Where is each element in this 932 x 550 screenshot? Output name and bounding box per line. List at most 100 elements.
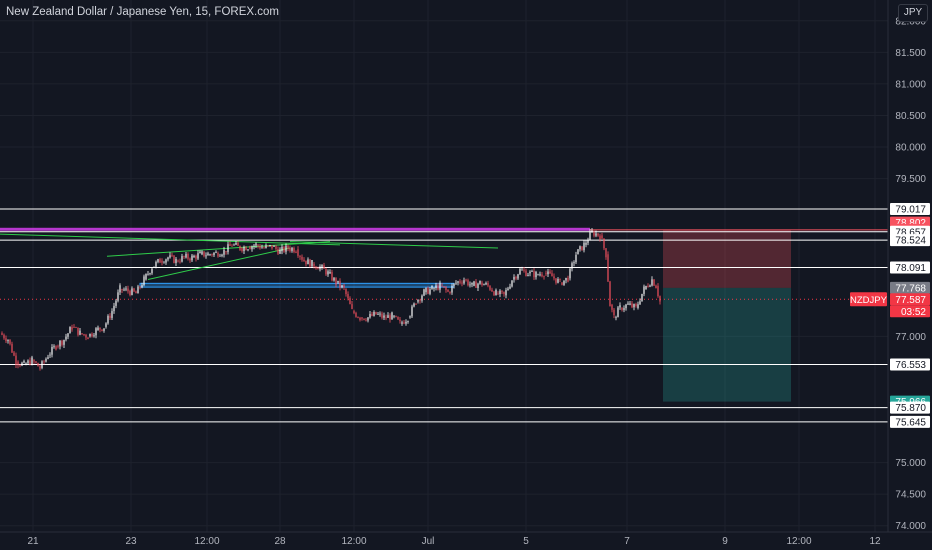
candle-body: [633, 304, 635, 308]
candle-body: [37, 362, 39, 367]
candle-body: [397, 316, 399, 320]
level-label: 77.768: [895, 283, 926, 294]
candle-body: [291, 247, 293, 251]
candle-body: [559, 279, 561, 280]
candle-body: [373, 311, 375, 316]
candle-body: [375, 311, 377, 315]
candle-body: [311, 259, 313, 267]
candle-body: [619, 305, 621, 308]
candle-body: [537, 274, 539, 276]
candle-body: [339, 280, 341, 288]
candle-body: [101, 329, 103, 331]
level-label: 78.091: [895, 263, 926, 274]
candle-body: [477, 283, 479, 288]
candle-body: [507, 288, 509, 291]
candle-body: [33, 360, 35, 362]
candle-body: [35, 361, 37, 363]
candle-body: [159, 259, 161, 263]
candle-body: [431, 285, 433, 290]
candle-body: [511, 280, 513, 287]
candle-body: [479, 280, 481, 284]
candle-body: [629, 303, 631, 305]
candle-body: [3, 334, 5, 339]
trend-line-channel: [147, 247, 291, 281]
candle-body: [277, 248, 279, 254]
candle-body: [175, 258, 177, 263]
candle-body: [43, 361, 45, 363]
candle-body: [355, 312, 357, 317]
candle-body: [467, 280, 469, 286]
candle-body: [535, 272, 537, 278]
candle-body: [51, 347, 53, 355]
candle-body: [55, 346, 57, 350]
candle-body: [625, 304, 627, 309]
candle-body: [377, 314, 379, 315]
candle-body: [601, 235, 603, 239]
trend-line-rising: [106, 241, 331, 257]
candle-body: [137, 286, 139, 294]
candle-body: [591, 230, 593, 233]
candle-body: [383, 315, 385, 318]
candle-body: [65, 336, 67, 340]
candle-body: [657, 285, 659, 297]
candle-body: [577, 249, 579, 255]
candle-body: [617, 307, 619, 318]
y-tick-label: 75.000: [895, 458, 926, 469]
candle-body: [411, 306, 413, 317]
candle-body: [139, 286, 141, 288]
candle-body: [519, 268, 521, 275]
resistance-band: [0, 227, 590, 231]
x-tick-label: 12:00: [341, 536, 366, 547]
y-tick-label: 79.500: [895, 174, 926, 185]
candle-body: [329, 272, 331, 274]
currency-selector[interactable]: JPY: [898, 4, 928, 22]
price-axis: [888, 0, 932, 550]
candle-body: [491, 289, 493, 292]
candle-body: [333, 278, 335, 281]
candle-body: [11, 343, 13, 353]
candle-body: [627, 303, 629, 305]
level-label-bg: [890, 293, 930, 306]
candle-body: [401, 322, 403, 324]
candle-body: [545, 273, 547, 275]
candle-body: [225, 251, 227, 253]
countdown-label: 03:52: [901, 307, 926, 318]
candle-body: [247, 249, 249, 251]
candle-body: [227, 244, 229, 253]
candle-body: [543, 276, 545, 278]
candle-body: [45, 358, 47, 362]
y-tick-label: 80.000: [895, 143, 926, 154]
candle-body: [87, 337, 89, 340]
candle-body: [107, 315, 109, 324]
trend-line-upper: [0, 233, 341, 246]
candle-body: [19, 365, 21, 367]
candle-body: [335, 278, 337, 285]
take-profit-zone: [663, 287, 791, 402]
candle-body: [223, 249, 225, 255]
candle-body: [179, 261, 181, 263]
level-label-bg: [890, 203, 930, 216]
candle-body: [513, 277, 515, 280]
level-label-bg: [890, 401, 930, 414]
candle-body: [287, 245, 289, 249]
candle-body: [129, 290, 131, 295]
candle-body: [367, 317, 369, 321]
candle-body: [183, 256, 185, 257]
candle-body: [253, 245, 255, 247]
candle-body: [459, 281, 461, 283]
candle-body: [75, 327, 77, 329]
candle-body: [297, 249, 299, 256]
level-label: 76.553: [895, 360, 926, 371]
candle-body: [351, 304, 353, 309]
candle-body: [533, 270, 535, 278]
candle-body: [489, 285, 491, 290]
candle-body: [469, 284, 471, 286]
level-label-bg: [890, 415, 930, 428]
candle-body: [527, 275, 529, 277]
candle-body: [531, 270, 533, 272]
candle-body: [181, 256, 183, 262]
level-label-bg: [890, 261, 930, 274]
candle-body: [417, 300, 419, 302]
candle-body: [71, 327, 73, 330]
